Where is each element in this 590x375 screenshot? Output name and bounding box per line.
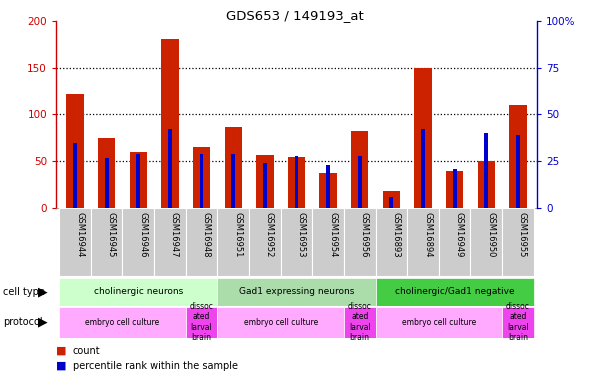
Text: GSM16954: GSM16954 [328,211,337,257]
Text: dissoc
ated
larval
brain: dissoc ated larval brain [189,302,214,342]
Bar [351,131,368,208]
Text: GSM16944: GSM16944 [75,211,84,257]
Bar [73,142,77,208]
Text: GSM16950: GSM16950 [486,211,495,257]
Bar [281,208,312,276]
Bar [312,208,344,276]
Text: count: count [73,346,100,355]
Text: embryo cell culture: embryo cell culture [244,318,318,327]
Text: GSM16956: GSM16956 [360,211,369,257]
Bar [502,208,534,276]
Text: cholinergic neurons: cholinergic neurons [94,287,183,296]
Bar [263,163,267,208]
Text: dissoc
ated
larval
brain: dissoc ated larval brain [348,302,372,342]
Bar [217,278,376,306]
Text: percentile rank within the sample: percentile rank within the sample [73,361,238,370]
Text: ■: ■ [56,361,67,370]
Bar [123,208,154,276]
Bar [421,129,425,208]
Bar [294,156,299,208]
Bar [288,157,305,208]
Text: GSM16951: GSM16951 [233,211,242,257]
Bar [439,208,470,276]
Bar [344,208,376,276]
Bar [326,165,330,208]
Text: ▶: ▶ [38,316,47,328]
Bar [59,278,217,306]
Bar [376,278,534,306]
Bar [407,208,439,276]
Bar [502,307,534,338]
Bar [105,158,109,208]
Text: ▶: ▶ [38,285,47,298]
Bar [186,208,217,276]
Bar [231,154,235,208]
Text: GSM16893: GSM16893 [391,211,401,257]
Bar [484,133,488,208]
Bar [509,105,527,208]
Text: GSM16948: GSM16948 [202,211,211,257]
Bar [477,161,495,208]
Text: GSM16952: GSM16952 [265,211,274,257]
Bar [136,154,140,208]
Text: cholinergic/Gad1 negative: cholinergic/Gad1 negative [395,287,514,296]
Text: GSM16946: GSM16946 [138,211,148,257]
Text: GSM16947: GSM16947 [170,211,179,257]
Bar [470,208,502,276]
Bar [161,39,179,208]
Bar [91,208,123,276]
Text: ■: ■ [56,346,67,355]
Text: embryo cell culture: embryo cell culture [402,318,476,327]
Bar [225,127,242,208]
Bar [168,129,172,208]
Text: embryo cell culture: embryo cell culture [86,318,160,327]
Bar [344,307,376,338]
Bar [249,208,281,276]
Bar [376,208,407,276]
Bar [319,172,337,208]
Bar [59,307,186,338]
Bar [414,68,432,208]
Text: GSM16955: GSM16955 [518,211,527,257]
Bar [389,197,394,208]
Bar [217,307,344,338]
Bar [98,138,116,208]
Text: GSM16949: GSM16949 [455,211,464,257]
Bar [66,94,84,208]
Bar [217,208,249,276]
Bar [130,152,147,208]
Bar [383,191,400,208]
Text: Gad1 expressing neurons: Gad1 expressing neurons [239,287,354,296]
Bar [358,156,362,208]
Text: dissoc
ated
larval
brain: dissoc ated larval brain [506,302,530,342]
Text: GSM16894: GSM16894 [423,211,432,257]
Bar [186,307,217,338]
Bar [193,147,210,208]
Bar [446,171,463,208]
Bar [453,169,457,208]
Bar [154,208,186,276]
Bar [256,154,274,208]
Text: GSM16945: GSM16945 [107,211,116,257]
Text: GSM16953: GSM16953 [296,211,306,257]
Text: cell type: cell type [3,286,45,297]
Text: GDS653 / 149193_at: GDS653 / 149193_at [226,9,364,22]
Bar [376,307,502,338]
Bar [59,208,91,276]
Bar [199,154,204,208]
Bar [516,135,520,208]
Text: protocol: protocol [3,317,42,327]
